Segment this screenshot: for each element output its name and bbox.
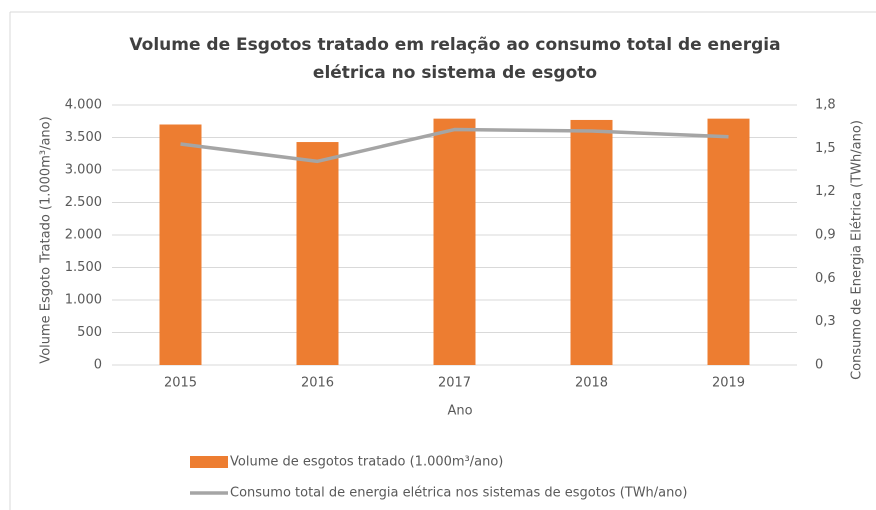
y-tick-label: 2.500 — [65, 195, 102, 210]
y2-tick-label: 0 — [815, 358, 823, 373]
chart-title: Volume de Esgotos tratado em relação ao … — [129, 35, 780, 55]
x-tick-label: 2018 — [575, 376, 608, 391]
y-tick-label: 3.000 — [65, 163, 102, 178]
legend-label: Consumo total de energia elétrica nos si… — [230, 486, 687, 501]
x-axis-label: Ano — [447, 404, 472, 419]
x-tick-label: 2019 — [712, 376, 745, 391]
x-tick-label: 2016 — [301, 376, 334, 391]
y-axis-label: Volume Esgoto Tratado (1.000m³/ano) — [39, 116, 54, 363]
bar — [570, 119, 613, 365]
y-tick-label: 0 — [94, 358, 102, 373]
line — [180, 127, 729, 164]
y2-tick-label: 0,3 — [815, 314, 836, 329]
chart-title: elétrica no sistema de esgoto — [313, 63, 597, 83]
y-tick-label: 1.000 — [65, 293, 102, 308]
y2-tick-label: 1,8 — [815, 98, 836, 113]
bar — [159, 124, 202, 365]
y-tick-label: 4.000 — [65, 98, 102, 113]
y2-tick-label: 1,5 — [815, 141, 836, 156]
legend-label: Volume de esgotos tratado (1.000m³/ano) — [230, 455, 503, 470]
x-tick-label: 2017 — [438, 376, 471, 391]
legend-swatch — [190, 456, 228, 468]
bar — [433, 118, 476, 366]
y2-tick-label: 0,9 — [815, 228, 836, 243]
bar — [296, 142, 339, 365]
y-tick-label: 3.500 — [65, 130, 102, 145]
y2-tick-label: 1,2 — [815, 184, 836, 199]
bar — [707, 118, 750, 366]
y-tick-label: 1.500 — [65, 260, 102, 275]
x-tick-label: 2015 — [164, 376, 197, 391]
y2-axis-label: Consumo de Energia Elétrica (TWh/ano) — [850, 120, 865, 380]
y2-tick-label: 0,6 — [815, 271, 836, 286]
y-tick-label: 500 — [77, 325, 102, 340]
y-tick-label: 2.000 — [65, 228, 102, 243]
